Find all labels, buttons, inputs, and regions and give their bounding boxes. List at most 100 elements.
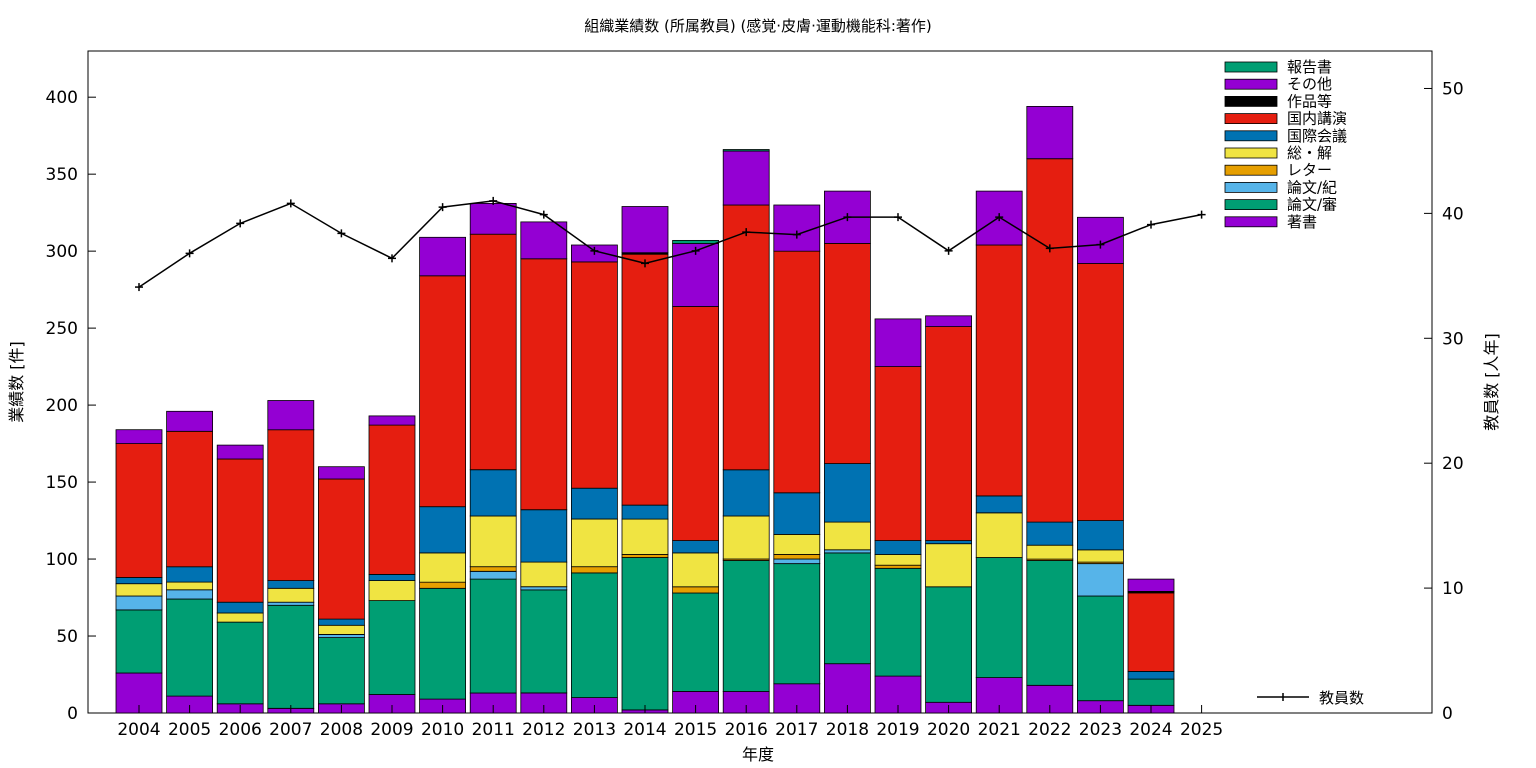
bar-2023-s6: [1077, 263, 1124, 522]
bar-2012-s2: [520, 586, 568, 591]
bar-2020-s6: [925, 326, 972, 542]
bar-2011-s8: [469, 202, 517, 235]
staff-point-2006: [236, 219, 245, 228]
chart-title: 組織業績数 (所属教員) (感覚·皮膚·運動機能科:著作): [584, 17, 932, 35]
bars: [115, 106, 1175, 714]
bar-2020-s8: [925, 315, 972, 327]
legend-swatch-1: [1224, 199, 1278, 211]
bar-2019-s1: [874, 567, 922, 677]
y-axis-label: 業績数 [件]: [7, 341, 26, 423]
bar-2023-s4: [1077, 549, 1124, 563]
bar-2019-s6: [874, 366, 922, 542]
x-tick-label: 2019: [876, 720, 919, 740]
staff-point-2018: [843, 213, 852, 222]
bar-2020-s5: [925, 540, 972, 545]
bar-2009-s1: [368, 600, 416, 695]
legend-swatch-2: [1224, 181, 1278, 193]
x-tick-label: 2016: [725, 720, 768, 740]
bar-2018-s0: [824, 663, 871, 714]
bar-2019-s4: [874, 554, 922, 566]
legend-label: レター: [1287, 161, 1332, 179]
bar-2008-s5: [317, 618, 365, 626]
legend-label: 論文/紀: [1287, 178, 1337, 196]
bar-2004-s2: [115, 595, 163, 611]
bar-2009-s5: [368, 574, 416, 582]
bar-2014-s1: [621, 557, 669, 711]
bar-2013-s4: [571, 518, 618, 568]
bar-2013-s5: [571, 487, 618, 520]
bar-2016-s9: [722, 149, 770, 152]
bar-2023-s1: [1077, 595, 1124, 702]
staff-point-2023: [1096, 240, 1105, 249]
staff-point-2021: [995, 213, 1004, 222]
bar-2016-s1: [722, 560, 770, 692]
bar-2012-s5: [520, 509, 568, 563]
x-tick-label: 2007: [269, 720, 312, 740]
x-tick-label: 2022: [1028, 720, 1071, 740]
bar-2022-s5: [1026, 521, 1074, 546]
bar-2018-s5: [824, 463, 871, 523]
x-tick-label: 2015: [674, 720, 717, 740]
bar-2011-s2: [469, 571, 517, 580]
bar-2021-s5: [975, 495, 1023, 514]
x-tick-label: 2011: [472, 720, 515, 740]
staff-point-2010: [438, 203, 447, 212]
staff-line: [135, 196, 1206, 292]
bar-2011-s5: [469, 469, 517, 517]
bar-2022-s1: [1026, 560, 1074, 686]
bar-2024-s8: [1127, 578, 1175, 592]
staff-point-2013: [590, 246, 599, 255]
bar-2007-s4: [267, 587, 315, 603]
staff-point-2025: [1197, 210, 1206, 219]
bar-2015-s6: [672, 306, 719, 542]
x-tick-label: 2008: [320, 720, 363, 740]
x-tick-label: 2017: [775, 720, 818, 740]
bar-2006-s8: [216, 444, 264, 460]
legend-swatch-3: [1224, 164, 1278, 176]
bar-2017-s0: [773, 683, 821, 714]
bar-2016-s5: [722, 469, 770, 517]
staff-point-2004: [135, 283, 143, 292]
legend-label: 論文/審: [1287, 196, 1337, 214]
bar-2022-s8: [1026, 106, 1074, 160]
bar-2024-s5: [1127, 671, 1175, 680]
x-tick-label: 2018: [826, 720, 869, 740]
legend-swatch-6: [1224, 113, 1278, 124]
legend-label: 総・解: [1287, 144, 1332, 162]
x-tick-label: 2010: [421, 720, 464, 740]
bar-2011-s6: [469, 233, 517, 471]
bar-2008-s6: [317, 478, 365, 620]
bar-2012-s8: [520, 221, 568, 260]
bar-2009-s6: [368, 424, 416, 575]
legend-swatch-7: [1224, 96, 1278, 107]
bar-2014-s4: [621, 518, 669, 555]
y-tick-label: 200: [46, 396, 78, 416]
staff-point-2015: [691, 246, 700, 255]
bar-2011-s1: [469, 578, 517, 694]
bar-2006-s6: [216, 458, 264, 603]
axes: 0 50 100 150 200 250 300 350 400 0 10 20 30 40 50 2004 2…: [46, 79, 1464, 740]
staff-point-2020: [944, 246, 953, 255]
y-tick-label: 0: [67, 704, 78, 724]
y-tick-label: 300: [46, 242, 78, 262]
x-tick-label: 2023: [1079, 720, 1122, 740]
bar-2023-s2: [1077, 563, 1124, 597]
bar-2007-s1: [267, 604, 315, 709]
bar-2006-s5: [216, 601, 264, 614]
y-tick-label: 350: [46, 165, 78, 185]
legend-label-line: 教員数: [1319, 689, 1364, 707]
staff-point-2012: [539, 210, 548, 219]
bar-2008-s8: [317, 466, 365, 480]
bar-2005-s8: [166, 410, 214, 432]
staff-point-2017: [792, 230, 801, 239]
legend-label: 国際会議: [1287, 127, 1347, 145]
bar-2004-s6: [115, 443, 163, 578]
y2-tick-label: 10: [1442, 579, 1464, 599]
bar-2017-s6: [773, 250, 821, 494]
bar-2022-s6: [1026, 158, 1074, 523]
staff-point-2022: [1045, 244, 1054, 253]
staff-point-2007: [286, 199, 295, 208]
bar-2018-s2: [824, 549, 871, 554]
bar-2017-s2: [773, 558, 821, 564]
legend-label: 報告書: [1287, 58, 1332, 76]
